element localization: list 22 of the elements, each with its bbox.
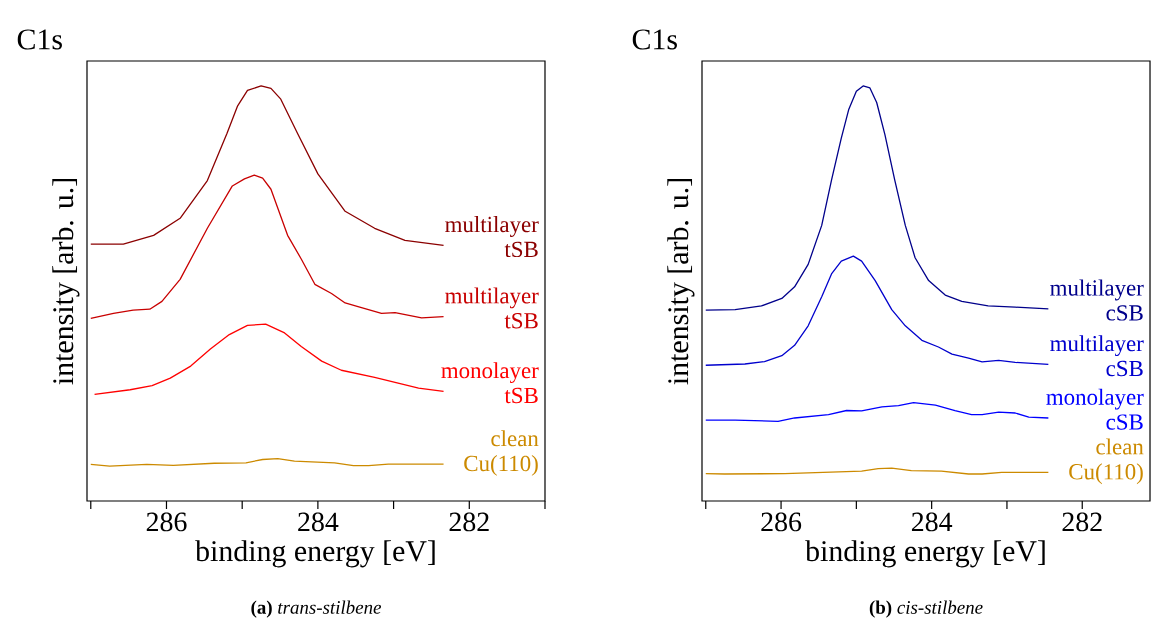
series-label: monolayer tSB: [441, 362, 539, 404]
series-label: clean Cu(110): [1069, 438, 1144, 485]
chart-title: C1s: [17, 29, 62, 50]
series-label: multilayer tSB: [445, 216, 539, 258]
x-tick-label: 286: [146, 512, 187, 532]
text: (a) trans-stilbene: [251, 600, 382, 618]
series-label: multilayer cSB: [1050, 335, 1144, 377]
x-axis-title: binding energy [eV]: [195, 540, 435, 568]
x-axis-title: binding energy [eV]: [805, 540, 1045, 568]
series-label: multilayer tSB: [445, 287, 539, 329]
x-tick-label: 286: [761, 512, 802, 532]
y-axis-title: intensity [arb. u.]: [52, 179, 80, 385]
text: (b) cis-stilbene: [869, 600, 983, 618]
series-label: monolayer cSB: [1046, 388, 1144, 430]
x-tick-label: 282: [449, 512, 489, 532]
x-tick-label: 284: [911, 512, 953, 532]
y-axis-title: intensity [arb. u.]: [667, 179, 695, 385]
series-label: clean Cu(110): [464, 430, 539, 476]
chart-title: C1s: [632, 29, 677, 50]
series-label: multilayer cSB: [1050, 279, 1144, 321]
x-tick-label: 284: [298, 512, 339, 532]
x-tick-label: 282: [1062, 512, 1102, 532]
